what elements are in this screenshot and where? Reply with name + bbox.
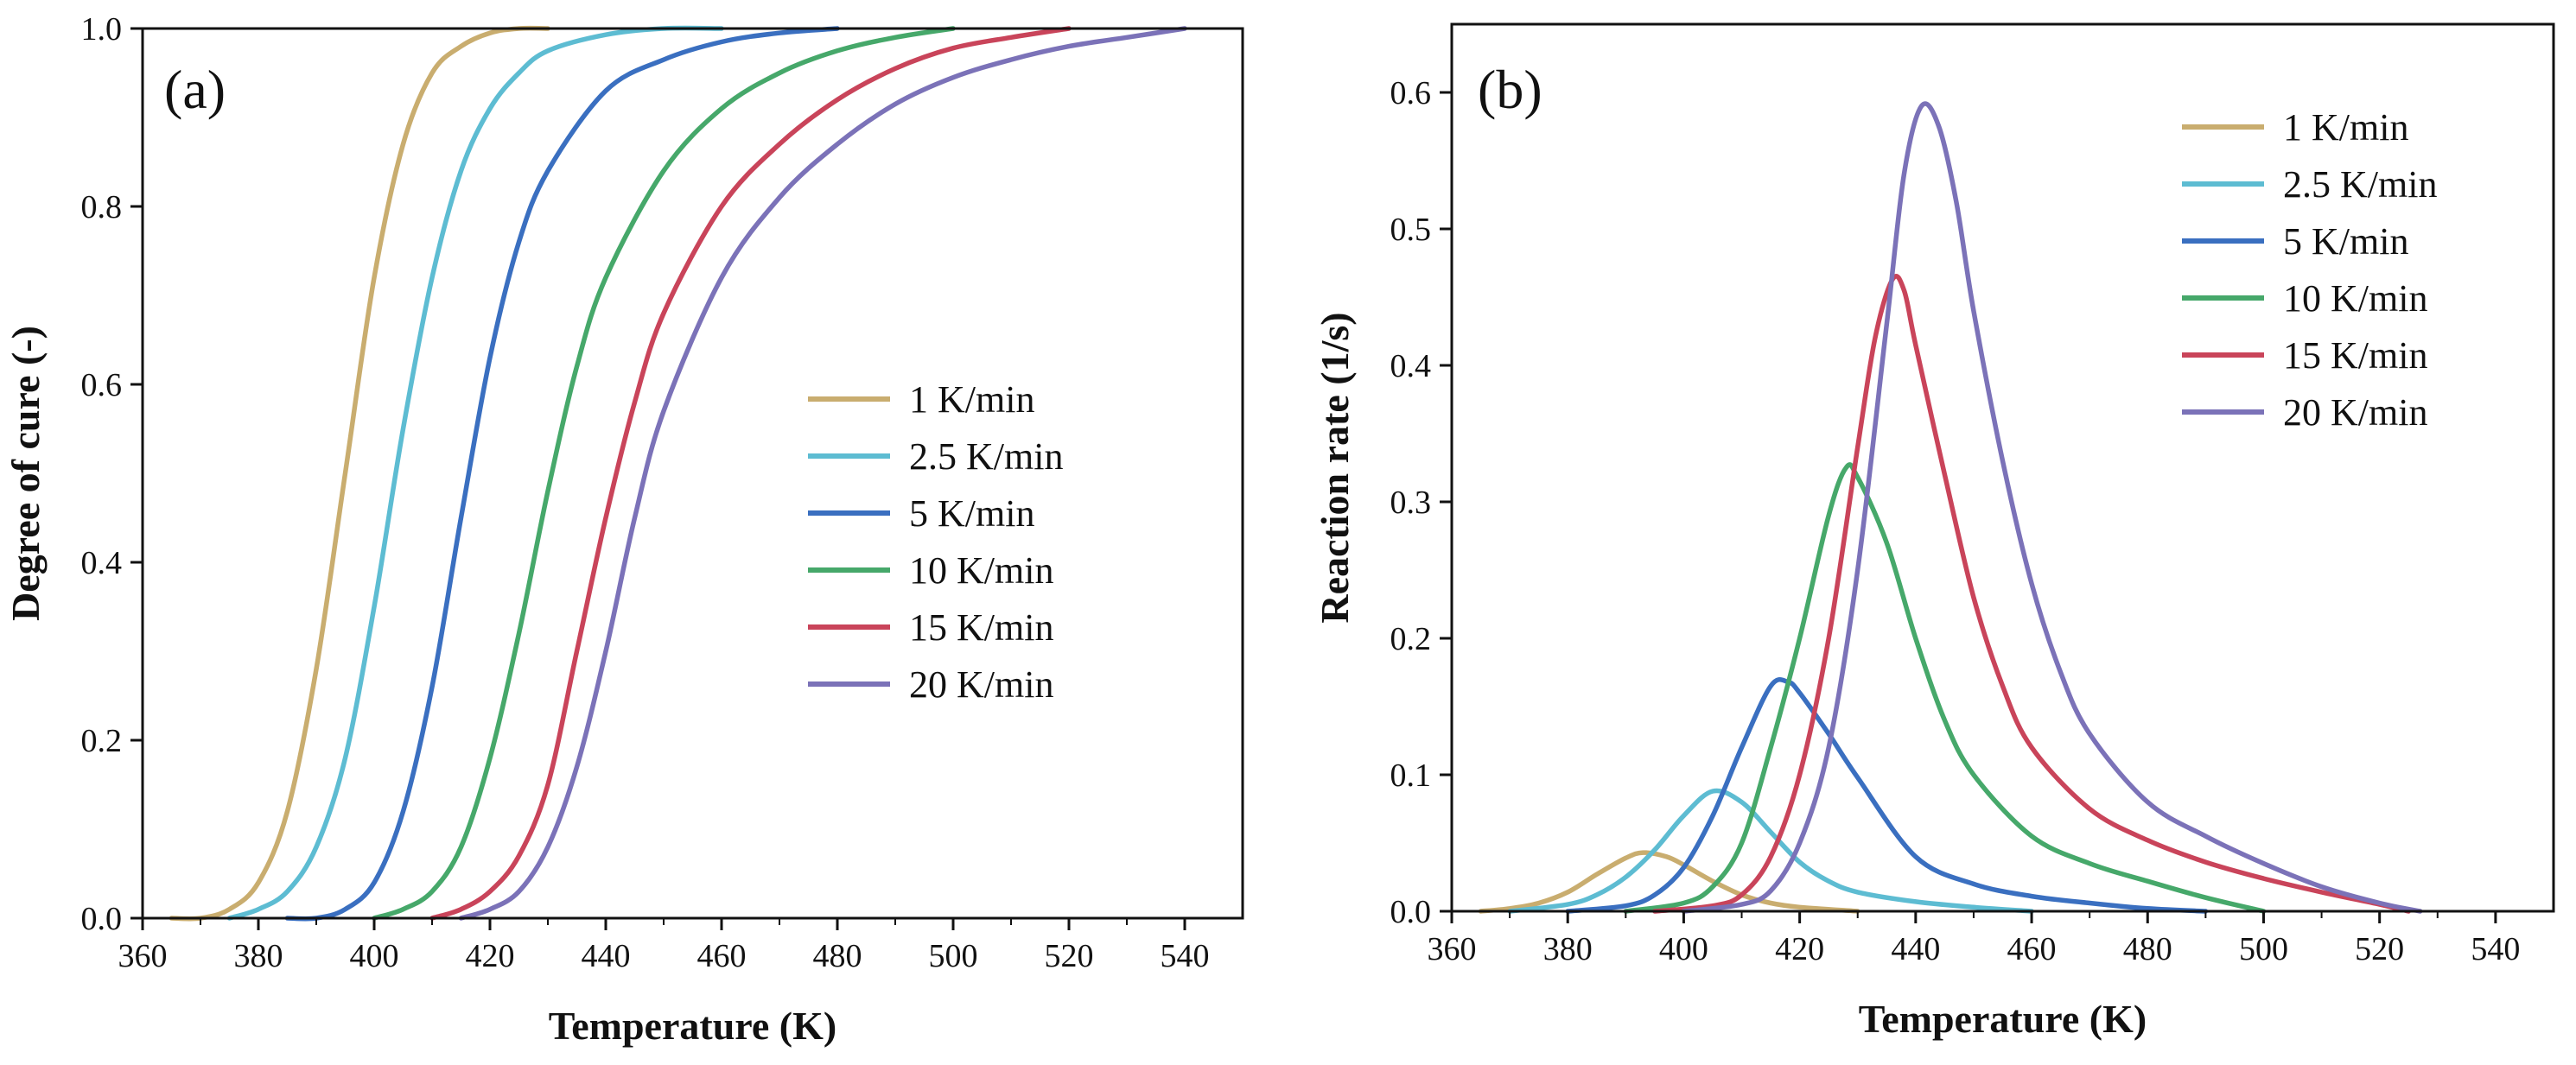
legend-label: 2.5 K/min [2283,163,2437,206]
x-tick-label: 460 [2007,931,2057,967]
x-tick-label: 520 [2355,931,2404,967]
legend-label: 15 K/min [909,606,1053,649]
x-axis-title: Temperature (K) [549,1004,836,1048]
series-line-5-k-min [1565,676,2209,914]
x-tick-label: 480 [813,938,862,974]
y-tick-label: 0.6 [81,367,123,403]
panel-label: (b) [1478,59,1542,120]
x-tick-label: 520 [1045,938,1094,974]
series-line-2_5-k-min [1507,788,2034,914]
x-tick-label: 540 [1161,938,1210,974]
x-tick-label: 440 [1891,931,1940,967]
series-line-5-k-min [284,26,840,922]
x-tick-label: 500 [2239,931,2288,967]
x-tick-label: 380 [1543,931,1593,967]
legend-label: 15 K/min [2283,334,2427,377]
legend-label: 1 K/min [2283,106,2408,149]
y-tick-label: 0.0 [1390,894,1432,930]
y-tick-label: 0.4 [81,545,123,581]
series-line-1-k-min [1478,850,1860,914]
y-axis-title: Reaction rate (1/s) [1313,312,1357,623]
series-line-10-k-min [372,26,956,921]
x-tick-label: 540 [2471,931,2520,967]
series-line-10-k-min [1623,462,2267,914]
legend-label: 2.5 K/min [909,435,1063,478]
legend: 1 K/min 2.5 K/min 5 K/min 10 K/min 15 K/min 2… [2182,106,2437,434]
x-tick-label: 400 [1659,931,1708,967]
legend-label: 20 K/min [909,663,1053,706]
y-tick-label: 0.5 [1390,212,1432,248]
legend: 1 K/min 2.5 K/min 5 K/min 10 K/min 15 K/min 2… [808,378,1063,706]
x-tick-label: 420 [466,938,515,974]
x-tick-label: 400 [350,938,399,974]
y-tick-label: 0.2 [81,723,123,759]
y-tick-label: 0.2 [1390,621,1432,657]
legend-label: 1 K/min [909,378,1034,421]
plot-frame [141,27,1244,920]
series-line-2_5-k-min [226,25,724,921]
x-tick-label: 500 [929,938,978,974]
y-tick-label: 0.1 [1390,758,1432,794]
x-axis-title: Temperature (K) [1859,997,2147,1041]
series-line-15-k-min [429,26,1072,921]
x-tick-label: 440 [582,938,631,974]
series-line-20-k-min [1681,101,2423,914]
y-tick-label: 0.0 [81,901,123,937]
legend-label: 5 K/min [909,492,1034,535]
x-tick-label: 480 [2123,931,2172,967]
y-axis-title: Degree of cure (-) [3,326,48,621]
legend-label: 5 K/min [2283,220,2408,263]
series-line-15-k-min [1652,274,2411,914]
x-tick-label: 380 [234,938,283,974]
legend-label: 20 K/min [2283,391,2427,434]
series-line-1-k-min [169,25,550,922]
x-tick-label: 460 [697,938,747,974]
plot-frame [1450,22,2555,913]
panel-label: (a) [164,59,226,120]
x-tick-label: 360 [1428,931,1477,967]
legend-label: 10 K/min [909,549,1053,592]
series-line-20-k-min [458,26,1187,921]
y-tick-label: 0.8 [81,189,123,225]
y-tick-label: 0.4 [1390,348,1432,384]
legend-label: 10 K/min [2283,277,2427,320]
y-tick-label: 0.3 [1390,485,1432,521]
y-tick-label: 1.0 [81,11,123,48]
chart-panel-a: 360 380 400 420 440 460 480 500 520 540 0.0 0.2 0.4 0… [3,11,1244,1048]
chart-panel-b: 360 380 400 420 440 460 480 500 520 540 0.0 0.1 0.2 0… [1313,22,2555,1041]
x-tick-label: 420 [1775,931,1824,967]
x-tick-label: 360 [118,938,168,974]
y-tick-label: 0.6 [1390,75,1432,111]
